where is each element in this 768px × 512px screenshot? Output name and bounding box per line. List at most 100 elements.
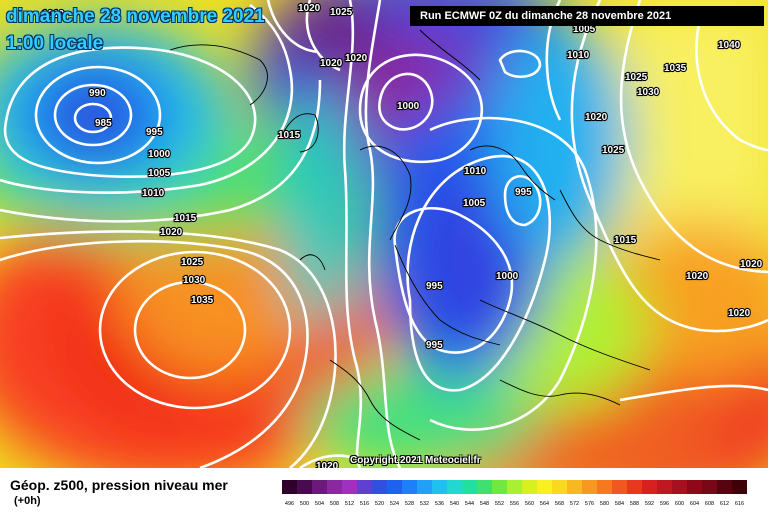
isobar-label: 1010 <box>567 50 590 61</box>
parameter-label: Géop. z500, pression niveau mer <box>10 477 228 493</box>
scale-swatch <box>597 480 612 494</box>
scale-swatch <box>342 480 357 494</box>
run-info-banner: Run ECMWF 0Z du dimanche 28 novembre 202… <box>410 6 764 26</box>
scale-swatch <box>402 480 417 494</box>
scale-swatch <box>492 480 507 494</box>
scale-swatch <box>702 480 717 494</box>
field-color-blobs <box>0 0 768 468</box>
isobar-label: 1020 <box>740 259 763 270</box>
scale-value-label: 612 <box>719 501 730 507</box>
isobar-label: 1025 <box>181 257 204 268</box>
isobar-label: 1000 <box>397 101 420 112</box>
isobar-label: 1020 <box>320 58 343 69</box>
isobar-label: 1020 <box>160 227 183 238</box>
scale-value-label: 524 <box>389 501 400 507</box>
isobar-label: 1005 <box>573 24 596 35</box>
scale-value-label: 512 <box>344 501 355 507</box>
isobar-label: 990 <box>89 88 106 99</box>
scale-value-label: 564 <box>539 501 550 507</box>
isobar-label: 1015 <box>174 213 197 224</box>
scale-swatch <box>672 480 687 494</box>
scale-swatch <box>732 480 747 494</box>
scale-swatch <box>537 480 552 494</box>
color-scale-labels: 496 500 504 508 512 516 520 524 528 532 536 540 544 5… <box>282 501 747 507</box>
isobar-label: 1020 <box>316 461 339 468</box>
scale-value-label: 576 <box>584 501 595 507</box>
scale-value-label: 540 <box>449 501 460 507</box>
weather-map: 1010 1020 1025 1020 1020 1005 1010 1040 1025 1035… <box>0 0 768 468</box>
scale-swatch <box>387 480 402 494</box>
scale-swatch <box>432 480 447 494</box>
isobar-label: 1020 <box>728 308 751 319</box>
isobar-label: 1020 <box>686 271 709 282</box>
isobar-label: 1025 <box>625 72 648 83</box>
isobar-label: 1025 <box>330 7 353 18</box>
isobar-label: 1005 <box>463 198 486 209</box>
scale-value-label: 572 <box>569 501 580 507</box>
scale-swatch <box>372 480 387 494</box>
scale-value-label: 584 <box>614 501 625 507</box>
isobar-label: 995 <box>146 127 163 138</box>
scale-value-label: 592 <box>644 501 655 507</box>
scale-value-label: 568 <box>554 501 565 507</box>
scale-swatch <box>657 480 672 494</box>
scale-value-label: 580 <box>599 501 610 507</box>
scale-value-label: 556 <box>509 501 520 507</box>
scale-value-label: 616 <box>734 501 745 507</box>
scale-swatch <box>447 480 462 494</box>
isobar-label: 1025 <box>602 145 625 156</box>
isobar-label: 1020 <box>345 53 368 64</box>
scale-swatch <box>297 480 312 494</box>
scale-value-label: 528 <box>404 501 415 507</box>
isobar-label: 1000 <box>148 149 171 160</box>
isobar-label: 1035 <box>664 63 687 74</box>
isobar-label: 1010 <box>142 188 165 199</box>
scale-value-label: 532 <box>419 501 430 507</box>
isobar-label: 1010 <box>42 9 65 20</box>
scale-value-label: 544 <box>464 501 475 507</box>
scale-value-label: 500 <box>299 501 310 507</box>
scale-value-label: 588 <box>629 501 640 507</box>
scale-swatch <box>282 480 297 494</box>
scale-swatch <box>417 480 432 494</box>
coastlines <box>169 29 661 441</box>
scale-value-label: 600 <box>674 501 685 507</box>
scale-swatch <box>507 480 522 494</box>
scale-swatch <box>522 480 537 494</box>
scale-swatch <box>477 480 492 494</box>
scale-value-label: 548 <box>479 501 490 507</box>
scale-value-label: 604 <box>689 501 700 507</box>
isobar-label: 1040 <box>718 40 741 51</box>
scale-value-label: 496 <box>284 501 295 507</box>
isobar-label: 1020 <box>585 112 608 123</box>
map-footer: Géop. z500, pression niveau mer (+0h) 49… <box>0 468 768 512</box>
scale-value-label: 596 <box>659 501 670 507</box>
isobar-label: 1030 <box>183 275 206 286</box>
lead-time-label: (+0h) <box>14 495 41 507</box>
scale-value-label: 536 <box>434 501 445 507</box>
isobar-label: 1030 <box>637 87 660 98</box>
scale-value-label: 520 <box>374 501 385 507</box>
copyright-notice: Copyright 2021 Meteociel.fr <box>350 455 481 466</box>
scale-swatch <box>627 480 642 494</box>
scale-value-label: 504 <box>314 501 325 507</box>
scale-swatch <box>357 480 372 494</box>
scale-swatch <box>582 480 597 494</box>
isobar-label: 1015 <box>614 235 637 246</box>
scale-value-label: 560 <box>524 501 535 507</box>
isobars <box>0 0 768 468</box>
scale-swatch <box>687 480 702 494</box>
isobar-label: 1015 <box>278 130 301 141</box>
map-time-title: 1:00 locale <box>6 33 104 54</box>
isobar-label: 995 <box>515 187 532 198</box>
scale-swatch <box>567 480 582 494</box>
scale-swatch <box>312 480 327 494</box>
isobar-label: 1000 <box>496 271 519 282</box>
isobar-label: 1010 <box>464 166 487 177</box>
scale-swatch <box>642 480 657 494</box>
scale-value-label: 608 <box>704 501 715 507</box>
scale-swatch <box>327 480 342 494</box>
scale-swatch <box>552 480 567 494</box>
